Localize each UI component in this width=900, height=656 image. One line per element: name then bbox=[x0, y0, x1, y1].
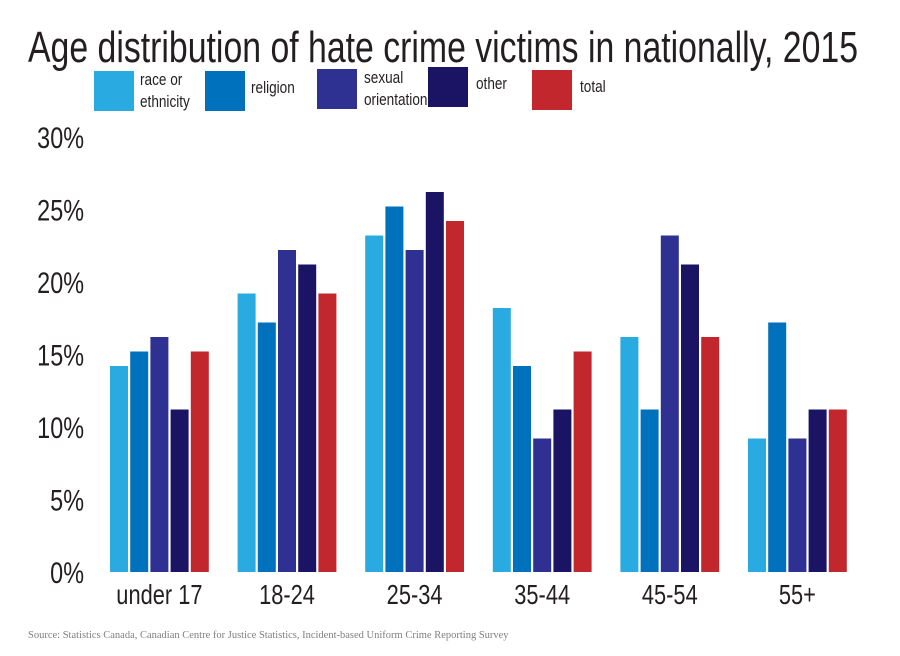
bar-sexual-orientation-25-34 bbox=[405, 250, 424, 572]
legend-label: other bbox=[476, 75, 507, 94]
bar-religion-55+ bbox=[768, 322, 787, 572]
legend-label: ethnicity bbox=[140, 93, 190, 112]
bar-sexual-orientation-45-54 bbox=[660, 235, 679, 572]
bar-total-35-44 bbox=[573, 351, 592, 572]
legend-swatch-total bbox=[532, 70, 572, 110]
legend-label: total bbox=[580, 78, 606, 97]
bar-total-55+ bbox=[828, 409, 847, 572]
legend-swatch-sexual-orientation bbox=[317, 69, 357, 109]
bar-religion-18-24 bbox=[257, 322, 276, 572]
source-note: Source: Statistics Canada, Canadian Cent… bbox=[28, 630, 509, 641]
x-tick-label: under 17 bbox=[116, 579, 202, 610]
legend-swatch-religion bbox=[205, 71, 245, 111]
chart-title: Age distribution of hate crime victims i… bbox=[28, 23, 858, 72]
bar-race-or-ethnicity-35-44 bbox=[492, 308, 511, 572]
y-tick-label: 0% bbox=[50, 556, 84, 589]
y-tick-label: 25% bbox=[37, 194, 84, 227]
x-tick-label: 25-34 bbox=[387, 579, 443, 610]
y-tick-label: 10% bbox=[37, 411, 84, 444]
x-tick-label: 18-24 bbox=[259, 579, 315, 610]
bar-total-25-34 bbox=[446, 221, 464, 572]
x-tick-label: 35-44 bbox=[514, 579, 570, 610]
bar-sexual-orientation-35-44 bbox=[533, 438, 552, 572]
bar-religion-35-44 bbox=[513, 366, 531, 572]
legend-swatch-other bbox=[428, 67, 468, 107]
legend: race or ethnicity religion sexual orientatio… bbox=[94, 67, 606, 111]
bar-total-under-17 bbox=[190, 351, 209, 572]
legend-label: religion bbox=[251, 79, 295, 98]
bar-religion-45-54 bbox=[640, 409, 659, 572]
bar-other-under-17 bbox=[170, 409, 189, 572]
bar-total-45-54 bbox=[701, 337, 720, 572]
bar-other-55+ bbox=[808, 409, 827, 572]
bar-religion-25-34 bbox=[385, 206, 404, 572]
x-tick-label: 45-54 bbox=[642, 579, 698, 610]
y-tick-label: 20% bbox=[37, 266, 84, 299]
bar-other-18-24 bbox=[298, 264, 317, 572]
bar-other-35-44 bbox=[553, 409, 572, 572]
bar-other-45-54 bbox=[681, 264, 699, 572]
bar-sexual-orientation-18-24 bbox=[278, 250, 296, 572]
legend-label: sexual bbox=[364, 69, 403, 88]
legend-swatch-race-or-ethnicity bbox=[94, 71, 134, 111]
x-axis: under 17 18-24 25-34 35-44 45-54 55+ bbox=[116, 579, 816, 610]
bar-sexual-orientation-under-17 bbox=[150, 337, 169, 572]
bar-other-25-34 bbox=[425, 192, 444, 572]
bar-race-or-ethnicity-55+ bbox=[748, 438, 766, 572]
y-tick-label: 5% bbox=[50, 484, 84, 517]
x-tick-label: 55+ bbox=[779, 579, 816, 610]
bar-sexual-orientation-55+ bbox=[788, 438, 807, 572]
legend-label: race or bbox=[140, 71, 182, 90]
y-tick-label: 30% bbox=[37, 121, 84, 154]
bar-race-or-ethnicity-18-24 bbox=[237, 293, 256, 572]
bars bbox=[110, 192, 847, 572]
bar-race-or-ethnicity-25-34 bbox=[365, 235, 384, 572]
bar-total-18-24 bbox=[318, 293, 337, 572]
legend-label: orientation bbox=[364, 91, 427, 110]
bar-religion-under-17 bbox=[130, 351, 149, 572]
bar-race-or-ethnicity-45-54 bbox=[620, 337, 639, 572]
y-axis: 0% 5% 10% 15% 20% 25% 30% bbox=[37, 121, 84, 589]
bar-race-or-ethnicity-under-17 bbox=[110, 366, 128, 572]
y-tick-label: 15% bbox=[37, 339, 84, 372]
